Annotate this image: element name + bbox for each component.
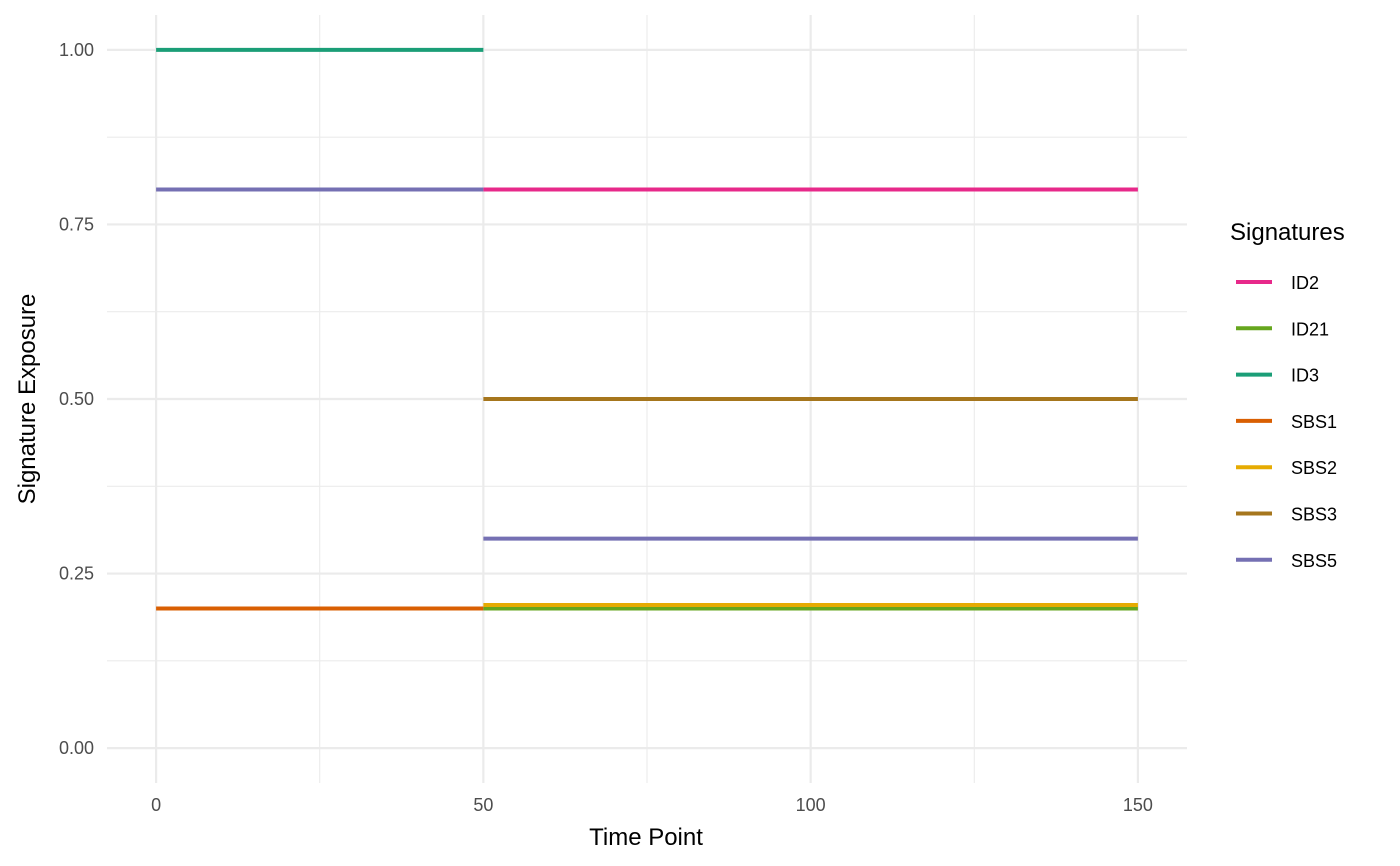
x-axis-ticks: 0 50 100 150 bbox=[151, 795, 1153, 815]
legend-title: Signatures bbox=[1230, 219, 1345, 246]
legend-label-id2: ID2 bbox=[1291, 273, 1319, 293]
y-tick-label: 0.00 bbox=[59, 738, 94, 758]
legend-label-sbs1: SBS1 bbox=[1291, 412, 1337, 432]
y-tick-label: 0.50 bbox=[59, 389, 94, 409]
legend-label-sbs3: SBS3 bbox=[1291, 505, 1337, 525]
legend-label-sbs2: SBS2 bbox=[1291, 458, 1337, 478]
minor-gridlines bbox=[107, 15, 1187, 783]
y-axis-ticks: 0.00 0.25 0.50 0.75 1.00 bbox=[59, 40, 94, 758]
y-tick-label: 0.75 bbox=[59, 214, 94, 234]
legend-label-id3: ID3 bbox=[1291, 366, 1319, 386]
x-axis-title: Time Point bbox=[589, 824, 703, 851]
y-axis-title: Signature Exposure bbox=[14, 294, 41, 505]
y-tick-label: 0.25 bbox=[59, 564, 94, 584]
x-tick-label: 100 bbox=[796, 795, 826, 815]
x-tick-label: 0 bbox=[151, 795, 161, 815]
x-tick-label: 50 bbox=[473, 795, 493, 815]
legend-label-sbs5: SBS5 bbox=[1291, 551, 1337, 571]
y-tick-label: 1.00 bbox=[59, 40, 94, 60]
x-tick-label: 150 bbox=[1123, 795, 1153, 815]
series-lines bbox=[156, 47, 1138, 611]
legend-items: ID2 ID21 ID3 SBS1 SBS2 SBS3 SBS5 bbox=[1236, 273, 1337, 571]
legend: Signatures ID2 ID21 ID3 SBS1 SBS2 SBS3 SBS5 bbox=[1230, 219, 1345, 571]
legend-label-id21: ID21 bbox=[1291, 319, 1329, 339]
